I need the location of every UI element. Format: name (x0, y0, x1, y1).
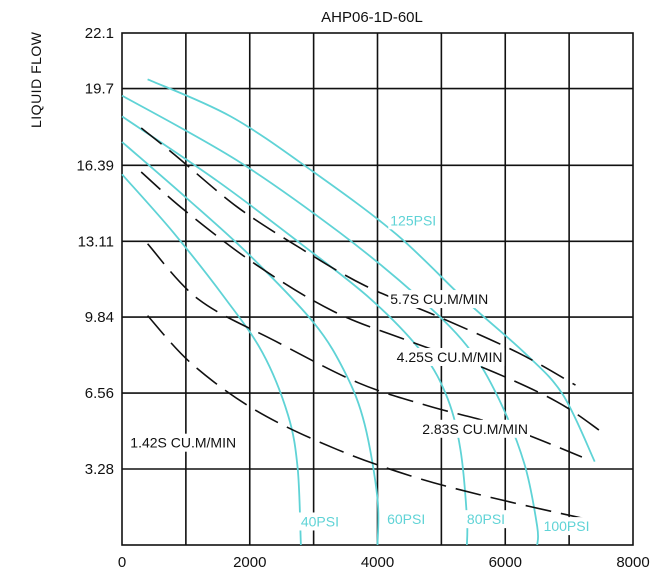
grid (121, 32, 634, 546)
pressure-curve (121, 173, 302, 546)
pressure-curve (121, 94, 540, 546)
y-tick-label: 13.11 (78, 233, 114, 250)
tick-labels: 0 2000 4000 6000 8000 3.28 6.56 9.84 13.11 16.39 1… (76, 25, 649, 571)
y-axis-label: LIQUID FLOW (28, 31, 44, 128)
x-tick-label: 6000 (489, 554, 522, 571)
pressure-label-bg (541, 517, 592, 536)
chart-title: AHP06-1D-60L (321, 9, 423, 26)
pressure-curves (121, 78, 596, 546)
airflow-label: 2.83S CU.M/MIN (422, 421, 528, 437)
airflow-label: 1.42S CU.M/MIN (130, 435, 236, 451)
airflow-label-bg (388, 290, 491, 309)
y-tick-label: 16.39 (76, 157, 114, 174)
pressure-label: 40PSI (301, 513, 339, 529)
pressure-label-bg (298, 512, 341, 531)
pressure-curve (121, 115, 469, 546)
pressure-label: 125PSI (390, 212, 436, 228)
pressure-label: 80PSI (467, 511, 505, 527)
x-tick-label: 2000 (233, 554, 266, 571)
pressure-curve (147, 78, 596, 462)
pressure-label: 60PSI (387, 511, 425, 527)
airflow-label: 5.7S CU.M/MIN (390, 291, 488, 307)
y-tick-label: 9.84 (85, 309, 114, 326)
airflow-label-bg (128, 433, 239, 452)
airflow-label-bg (394, 347, 505, 366)
x-tick-label: 0 (118, 554, 126, 571)
x-tick-label: 8000 (616, 554, 649, 571)
airflow-curve (140, 171, 602, 433)
pressure-label-bg (464, 510, 508, 529)
pressure-label: 100PSI (544, 518, 590, 534)
airflow-label: 4.25S CU.M/MIN (397, 349, 503, 365)
y-tick-label: 6.56 (85, 385, 114, 402)
pressure-label-bg (385, 510, 428, 529)
airflow-curves (140, 127, 602, 521)
pressure-curve (121, 141, 380, 546)
pressure-label-bg (388, 211, 439, 230)
airflow-curve (140, 127, 576, 386)
airflow-label-bg (420, 419, 531, 438)
x-tick-label: 4000 (361, 554, 394, 571)
airflow-curve (147, 315, 589, 521)
y-tick-label: 22.1 (85, 25, 114, 42)
y-tick-label: 3.28 (85, 461, 114, 478)
curve-labels: 40PSI 60PSI 80PSI 100PSI 125PSI 5.7S CU.M/MIN… (128, 211, 592, 536)
y-tick-label: 19.7 (85, 81, 114, 98)
